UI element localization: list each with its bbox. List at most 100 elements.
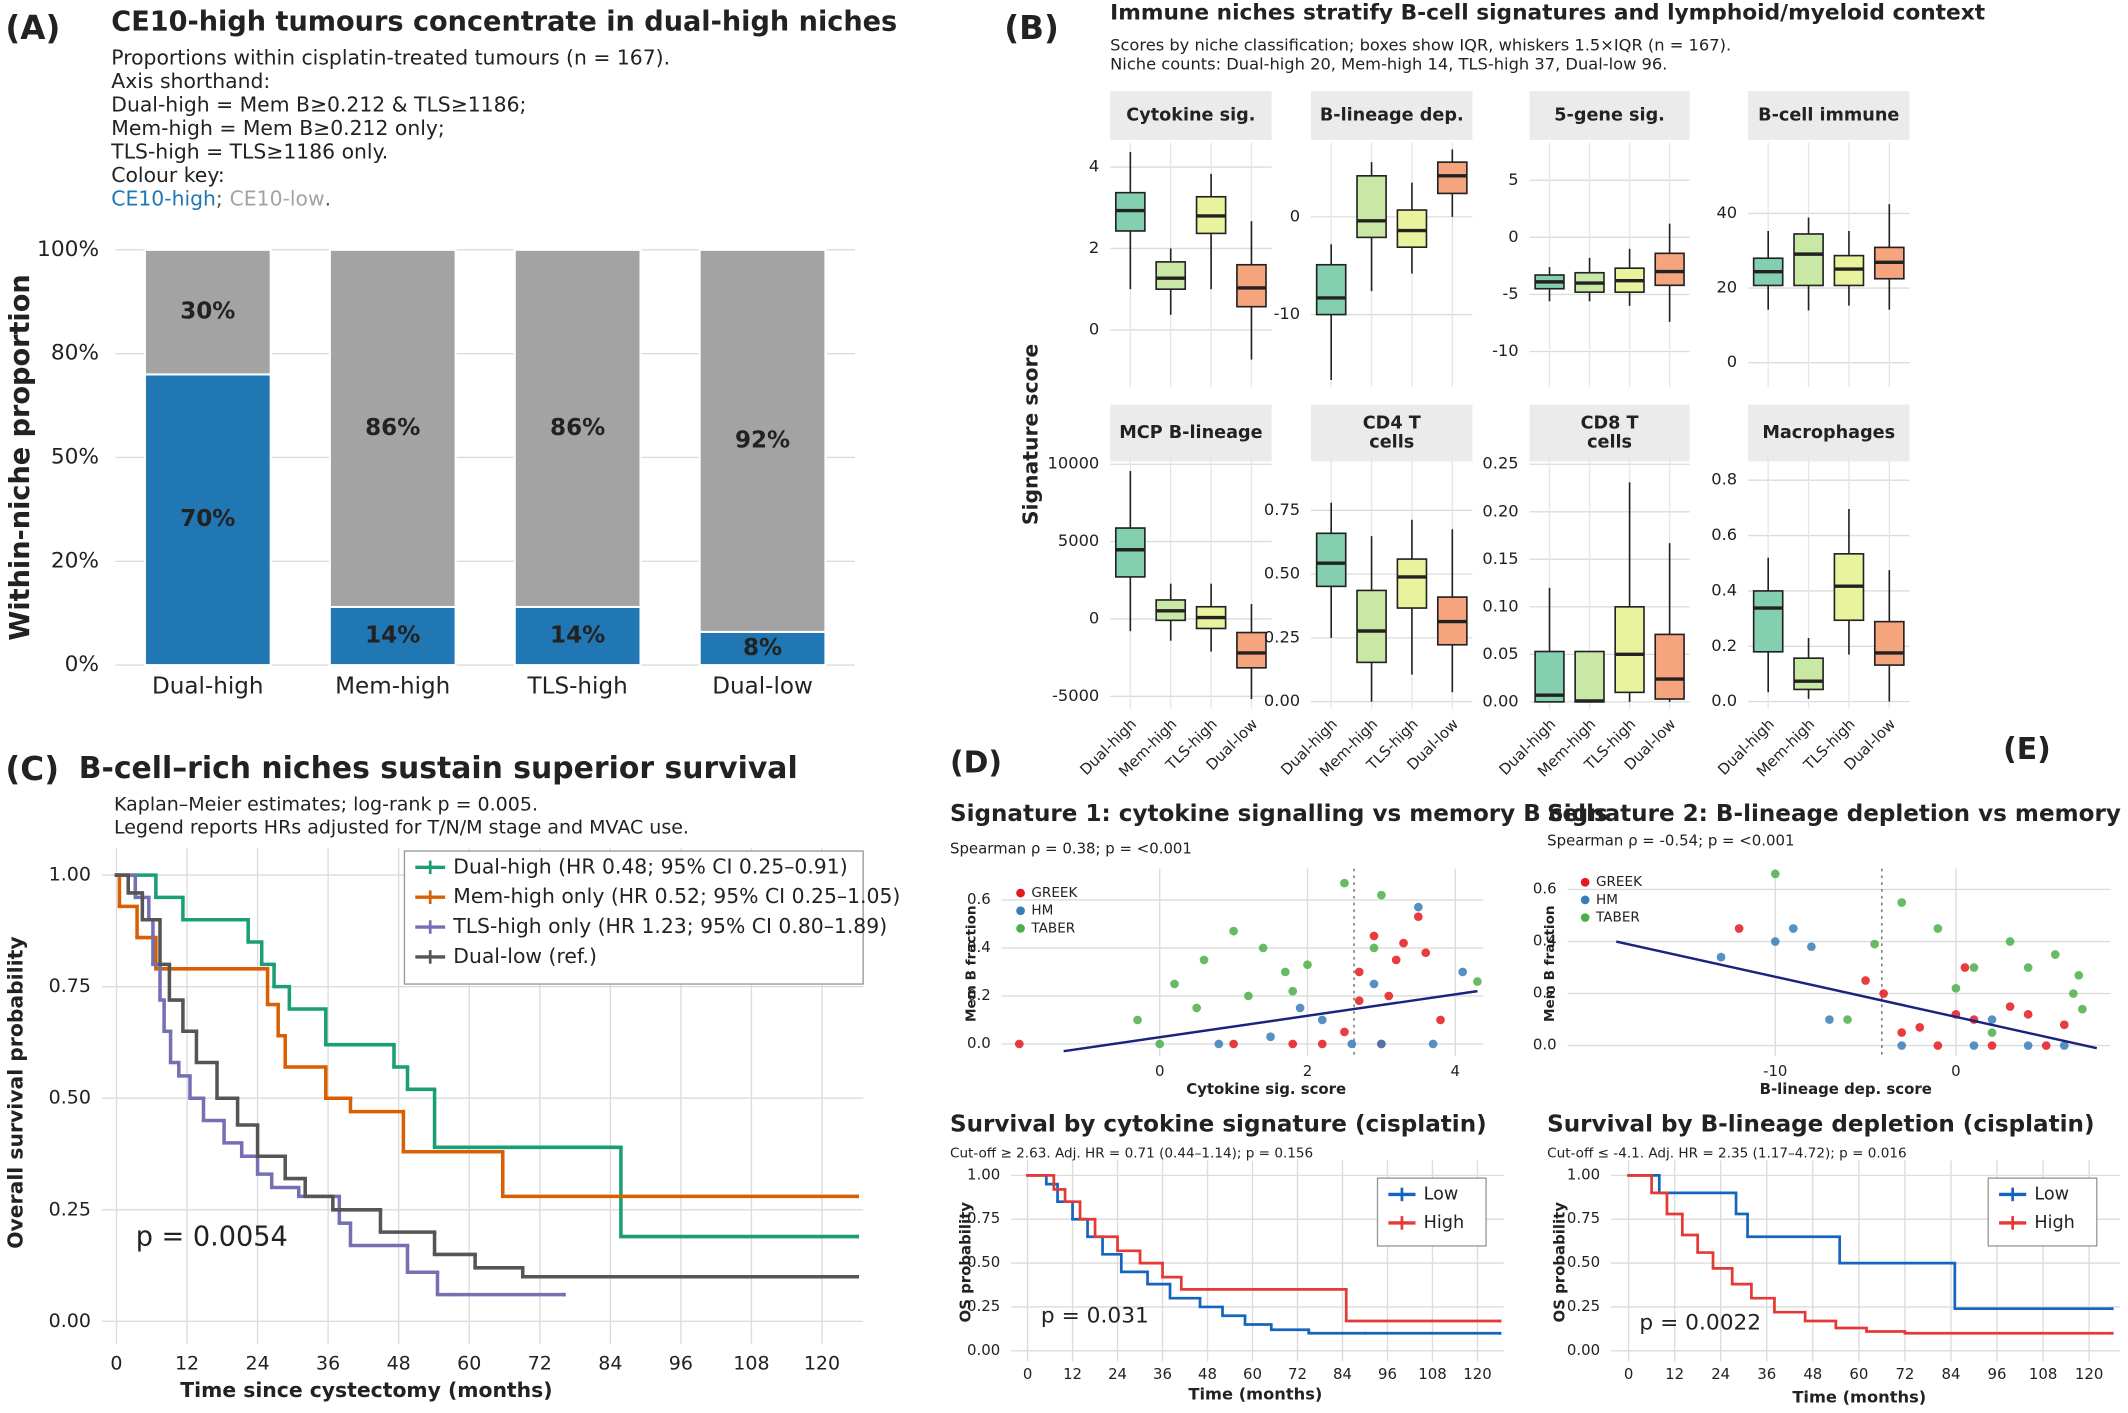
legend-box [1987, 1177, 2098, 1247]
box [1534, 650, 1565, 703]
point [1199, 955, 1209, 965]
y-tick-label: 0.6 [967, 890, 991, 908]
point [2059, 1020, 2069, 1030]
box [1752, 590, 1784, 653]
point [1214, 1039, 1224, 1049]
legend-entry: CE10-high [111, 186, 216, 210]
subtitle: Legend reports HRs adjusted for T/N/M st… [114, 816, 689, 838]
x-tick-label: 96 [1378, 1365, 1397, 1383]
y-tick-label: 4 [1089, 157, 1099, 176]
legend-swatch [1580, 895, 1590, 905]
point [1716, 952, 1726, 962]
facet-strip [1110, 404, 1272, 462]
subtitle: Axis shorthand: [111, 69, 270, 93]
x-tick-label: 36 [316, 1353, 340, 1375]
chart-title: Signature 2: B-lineage depletion vs memo… [1547, 801, 2128, 827]
facet-title: B-cell immune [1758, 105, 1899, 125]
point [1897, 898, 1907, 907]
point [1951, 983, 1961, 993]
y-tick-label: 0 [1089, 608, 1099, 627]
subtitle: Cut-off ≥ 2.63. Adj. HR = 0.71 (0.44–1.1… [950, 1146, 1313, 1162]
bar-segment [513, 248, 642, 608]
point [1825, 1015, 1834, 1024]
x-tick-label: 2 [1303, 1062, 1312, 1080]
y-tick-label: 0.25 [1264, 627, 1300, 646]
point [1413, 902, 1423, 912]
x-tick-label: 36 [1757, 1365, 1776, 1383]
legend-swatch [1580, 913, 1590, 922]
legend-box [403, 850, 864, 985]
point [1987, 1015, 1997, 1024]
y-tick-label: 50% [51, 444, 99, 469]
x-axis-label: B-lineage dep. score [1760, 1080, 1932, 1098]
box [1155, 261, 1187, 290]
y-tick-label: 0 [1290, 206, 1300, 225]
facet-strip [1529, 91, 1690, 140]
x-tick-label: Dual-low [712, 673, 813, 699]
x-tick-label: 48 [1803, 1365, 1822, 1383]
x-tick-label: 108 [733, 1353, 769, 1375]
legend-entry: CE10-low [230, 186, 325, 210]
legend-label: HM [1031, 903, 1053, 919]
point [1897, 1028, 1907, 1037]
point [2068, 989, 2078, 998]
point [1915, 1023, 1925, 1032]
subtitle: Proportions within cisplatin-treated tum… [111, 45, 670, 69]
point [2059, 1041, 2069, 1050]
point [1014, 1039, 1024, 1049]
chart-title: Immune niches stratify B-cell signatures… [1110, 1, 1985, 26]
y-tick-label: -10 [1492, 341, 1519, 360]
y-tick-label: 20% [51, 548, 99, 573]
y-tick-label: 0.25 [1567, 1297, 1600, 1315]
x-tick-label: 120 [804, 1353, 840, 1375]
facet-title: CD4 T [1363, 414, 1421, 434]
y-tick-label: 0.0 [1533, 1036, 1557, 1054]
x-tick-label: 108 [1418, 1365, 1446, 1383]
point [1428, 1039, 1438, 1049]
point [1133, 1015, 1142, 1025]
facet-strip [1311, 91, 1473, 140]
y-tick-label: 0.75 [1264, 500, 1300, 519]
y-tick-label: 0.25 [49, 1198, 91, 1220]
chart-title: CE10-high tumours concentrate in dual-hi… [111, 7, 897, 38]
point [1933, 1041, 1943, 1050]
panel-label: (C) [5, 750, 59, 788]
point [1369, 943, 1379, 953]
box [1356, 175, 1387, 239]
facet-title: cells [1369, 433, 1414, 453]
point [2005, 937, 2015, 946]
point [1229, 1039, 1238, 1049]
subtitle: Mem-high = Mem B≥0.212 only; [111, 116, 445, 140]
box [1396, 209, 1428, 248]
value-label: 30% [180, 299, 235, 325]
x-tick-label: 0 [1023, 1365, 1032, 1383]
point [2023, 963, 2033, 972]
legend-label: GREEK [1031, 885, 1078, 901]
colour-key: CE10-high; CE10-low. [111, 186, 331, 210]
y-tick-label: 0.6 [1711, 525, 1737, 544]
point [2050, 950, 2060, 959]
point [1807, 942, 1816, 952]
y-axis-label: Overall survival probability [3, 936, 27, 1248]
y-tick-label: 0.75 [967, 1209, 1000, 1227]
x-tick-label: 0 [1155, 1062, 1164, 1080]
facet-strip [1529, 404, 1690, 462]
y-tick-label: 0.50 [1264, 564, 1300, 583]
point [2023, 1041, 2033, 1050]
y-tick-label: 2 [1089, 238, 1099, 257]
point [1155, 1039, 1165, 1049]
chart-title: Survival by cytokine signature (cisplati… [950, 1112, 1487, 1138]
y-tick-label: 0.8 [1711, 470, 1737, 489]
point [1295, 1003, 1305, 1013]
y-axis-label: OS probability [1551, 1202, 1569, 1323]
key-end: . [325, 186, 331, 210]
subtitle: Kaplan–Meier estimates; log-rank p = 0.0… [114, 793, 538, 815]
y-tick-label: 5000 [1058, 531, 1099, 550]
box [1793, 657, 1824, 691]
point [1987, 1028, 1997, 1037]
y-tick-label: 0.05 [1482, 644, 1518, 663]
y-tick-label: 0.0 [967, 1034, 991, 1052]
subtitle: Niche counts: Dual-high 20, Mem-high 14,… [1110, 55, 1667, 74]
point [1340, 878, 1349, 888]
y-tick-label: 0% [65, 652, 99, 677]
